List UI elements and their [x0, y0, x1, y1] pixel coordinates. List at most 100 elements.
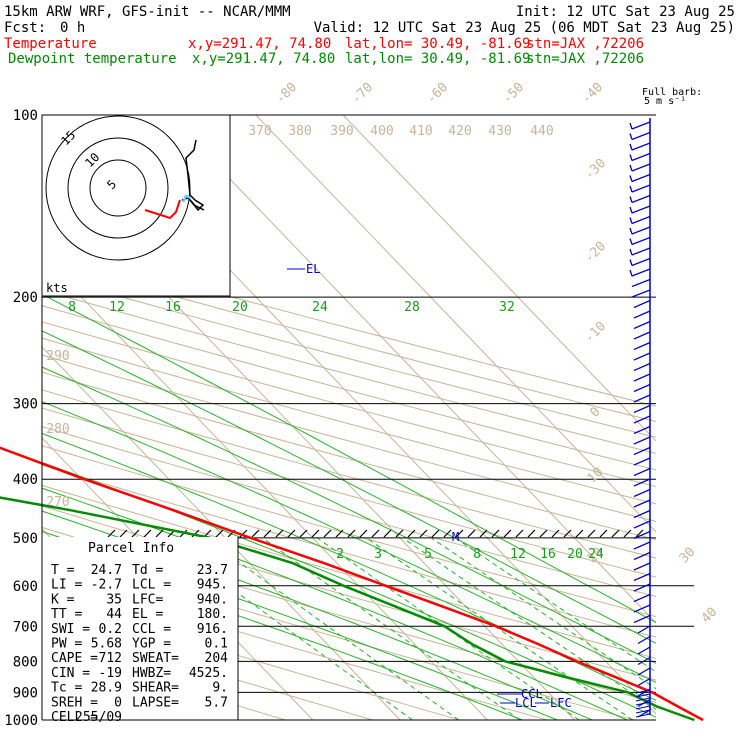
wind-barb-low: [635, 713, 651, 718]
dew-xy: x,y=291.47, 74.80: [192, 51, 335, 67]
moist-adiabat: [42, 293, 656, 624]
wind-barb-feather: [629, 227, 633, 235]
wind-barb-feather: [629, 175, 633, 182]
mixing-ratio-line: [205, 537, 459, 720]
pressure-label-1000: 1000: [4, 713, 38, 729]
temp-stn: stn=JAX ,72206: [526, 36, 644, 52]
wind-barb-low: [635, 693, 651, 698]
wind-barb: [631, 257, 651, 267]
pressure-label-500: 500: [13, 531, 38, 547]
wind-barb: [633, 446, 651, 456]
dew-stn: stn=JAX ,72206: [526, 51, 644, 67]
freezing-hatch: [551, 529, 560, 538]
wind-barb: [633, 352, 651, 361]
parcel-row-label: SWEAT=: [132, 651, 179, 666]
lcl-marker-label: LCL: [515, 696, 537, 710]
moist-adiabat: [42, 487, 628, 720]
parcel-row-value: 0.1: [205, 637, 228, 652]
freezing-hatch: [635, 529, 644, 538]
dry-adiabat: [42, 289, 656, 454]
parcel-row-label: LAPSE=: [132, 695, 179, 710]
parcel-info-bg: [42, 537, 238, 720]
wind-barb: [631, 226, 651, 235]
parcel-row-value: 940.: [197, 592, 228, 607]
barb-legend-title: Full barb:: [642, 87, 702, 98]
isotherm-label: -60: [424, 80, 451, 107]
wind-barb-feather: [629, 259, 633, 266]
wetbulb-label: 20: [232, 300, 248, 315]
theta-label: 380: [288, 124, 311, 139]
pressure-label-100: 100: [13, 108, 38, 124]
temp-latlon: lat,lon= 30.49, -81.69: [345, 36, 530, 52]
isotherm-label: -80: [273, 80, 300, 107]
parcel-row-label: Td =: [132, 563, 163, 578]
freezing-hatch: [503, 529, 512, 538]
moist-adiabat: [42, 432, 656, 701]
wind-barb-feather: [629, 238, 633, 245]
el-marker-label: EL: [306, 262, 320, 276]
dry-adiabat: [42, 337, 656, 505]
freezing-hatch: [311, 529, 320, 538]
freezing-hatch: [155, 529, 164, 538]
temp-legend-label: Temperature: [4, 36, 97, 52]
wind-barbs: [629, 118, 651, 718]
dry-adiabat: [42, 426, 656, 598]
dry-adiabat: [42, 258, 656, 423]
parcel-row-value: -2.7: [91, 578, 122, 593]
theta-label: 280: [46, 422, 69, 437]
pressure-label-900: 900: [13, 685, 38, 701]
isotherm-line: [168, 115, 656, 624]
freezing-hatch: [119, 529, 128, 538]
wind-barb: [633, 583, 651, 592]
isotherm-label: -50: [500, 80, 527, 107]
parcel-row-value: 0.2: [99, 622, 122, 637]
isotherm-label: 40: [699, 605, 721, 627]
wetbulb-label: 16: [165, 300, 181, 315]
isotherm-line: [342, 115, 656, 442]
freezing-hatch: [407, 529, 416, 538]
mixing-ratio-line: [366, 537, 633, 720]
freezing-hatch: [251, 529, 260, 538]
hodograph-units: kts: [46, 281, 68, 295]
mixing-ratio-label: 20: [567, 547, 583, 562]
mixing-ratio-label: 8: [473, 547, 481, 562]
pressure-label-300: 300: [13, 397, 38, 413]
parcel-row-value: -19: [99, 666, 122, 681]
pressure-label-700: 700: [13, 619, 38, 635]
dry-adiabat: [42, 594, 461, 720]
freezing-hatch: [491, 529, 500, 538]
level-markers: EL M CCL LCL LFC: [287, 262, 572, 710]
parcel-row-label: HWBZ=: [132, 666, 171, 681]
mixing-ratio-label: 5: [424, 547, 432, 562]
ccl-marker-label: CCL: [521, 687, 543, 701]
wetbulb-label: 32: [499, 300, 515, 315]
wetbulb-label: 12: [109, 300, 125, 315]
wind-barb: [633, 425, 651, 435]
mixing-ratio-label: 3: [374, 547, 382, 562]
wind-barb: [631, 289, 651, 298]
parcel-row-label: SREH =: [51, 695, 98, 710]
parcel-row-value: 28.9: [91, 681, 122, 696]
wind-barb: [633, 488, 651, 498]
theta-label: 390: [330, 124, 353, 139]
freezing-hatch: [107, 529, 116, 538]
wind-barb: [631, 131, 651, 141]
theta-label: 370: [248, 124, 271, 139]
parcel-row-value: 4525.: [189, 666, 228, 681]
wind-barb: [633, 362, 651, 372]
wind-barb: [633, 530, 651, 540]
isotherm-line: [255, 115, 656, 533]
freezing-hatch: [335, 529, 344, 538]
wind-barb: [631, 278, 651, 288]
parcel-row-label: CAPE =: [51, 651, 98, 666]
freezing-hatch: [467, 529, 476, 538]
fcst-label: Fcst:: [4, 20, 46, 36]
parcel-info-rows: T = 24.7 Td = 23.7 LI = -2.7 LCL = 945. K = 35 LFC…: [51, 563, 228, 725]
wind-barb: [633, 436, 651, 445]
wind-barb: [631, 268, 651, 277]
mixing-ratio-line: [316, 537, 580, 720]
theta-label: 400: [370, 124, 393, 139]
wind-barb: [631, 184, 651, 193]
pressure-label-800: 800: [13, 654, 38, 670]
